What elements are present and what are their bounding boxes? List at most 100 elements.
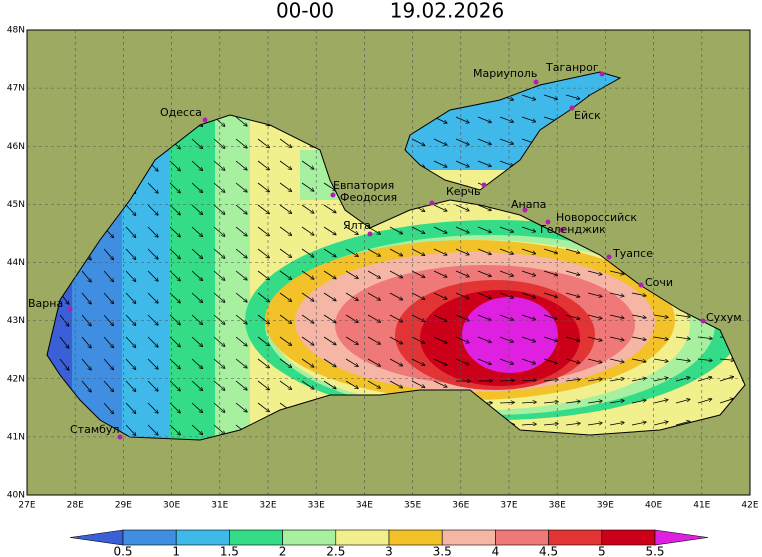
wave-arrow bbox=[81, 292, 91, 304]
city-label: Феодосия bbox=[340, 191, 397, 204]
city-label: Сочи bbox=[645, 276, 673, 289]
wave-arrow bbox=[609, 336, 624, 340]
wave-arrow bbox=[257, 314, 269, 324]
wave-arrow bbox=[455, 358, 469, 365]
wave-arrow bbox=[477, 292, 491, 298]
city-label: Стамбул bbox=[70, 423, 119, 436]
wave-arrow bbox=[235, 182, 247, 192]
wave-arrow bbox=[697, 377, 711, 382]
wave-arrow bbox=[125, 204, 136, 215]
wave-arrow bbox=[433, 314, 447, 321]
city-label: Мариуполь bbox=[473, 67, 537, 80]
wave-arrow bbox=[521, 292, 535, 298]
wave-arrow bbox=[389, 380, 402, 388]
wave-arrow bbox=[609, 314, 624, 318]
wave-arrow bbox=[345, 270, 358, 278]
wave-arrow bbox=[191, 380, 202, 390]
wave-arrow bbox=[213, 380, 225, 390]
city-label: Геленджик bbox=[540, 223, 606, 236]
wave-arrow bbox=[367, 270, 380, 278]
city-dot bbox=[67, 306, 73, 312]
wave-arrow bbox=[719, 359, 734, 360]
wave-arrow bbox=[477, 248, 491, 254]
wave-arrow bbox=[147, 270, 158, 281]
wave-arrow bbox=[279, 314, 291, 323]
wave-arrow bbox=[411, 358, 425, 365]
wave-arrow bbox=[213, 182, 225, 192]
wave-arrow bbox=[257, 292, 269, 302]
lat-label: 48N bbox=[7, 26, 25, 36]
wave-arrow bbox=[147, 402, 158, 413]
wave-arrow bbox=[323, 336, 336, 345]
wave-arrow bbox=[345, 336, 358, 344]
wave-arrow bbox=[147, 380, 158, 391]
wave-arrow bbox=[257, 204, 269, 214]
wave-arrow bbox=[257, 248, 269, 258]
wave-arrow bbox=[499, 248, 513, 254]
wave-arrow bbox=[125, 424, 136, 435]
wave-arrow bbox=[345, 248, 358, 256]
wave-arrow bbox=[213, 402, 225, 412]
wave-arrow bbox=[433, 270, 447, 277]
wave-arrow bbox=[169, 380, 180, 391]
wave-arrow bbox=[323, 292, 336, 301]
wave-arrow bbox=[499, 402, 514, 403]
wave-arrow bbox=[345, 226, 358, 234]
wave-arrow bbox=[653, 400, 668, 404]
wave-arrow bbox=[235, 314, 247, 324]
city-label: Анапа bbox=[511, 198, 546, 211]
lon-label: 35E bbox=[404, 501, 421, 511]
wave-arrow bbox=[301, 248, 314, 257]
legend-label: 4 bbox=[492, 545, 500, 557]
wave-arrow bbox=[147, 248, 158, 259]
wave-arrow bbox=[213, 204, 225, 214]
wave-arrow bbox=[279, 138, 291, 147]
wave-arrow bbox=[521, 358, 535, 364]
wave-arrow bbox=[103, 402, 113, 413]
lat-label: 41N bbox=[7, 432, 25, 442]
legend-label: 1 bbox=[172, 545, 180, 557]
wave-arrow bbox=[499, 226, 513, 232]
city-label: Евпатория bbox=[333, 179, 394, 192]
legend-swatch bbox=[548, 529, 603, 546]
wave-arrow bbox=[323, 226, 336, 235]
wave-arrow bbox=[587, 336, 602, 340]
city-label: Ялта bbox=[343, 219, 371, 232]
wave-arrow bbox=[411, 138, 425, 145]
city-dot bbox=[481, 182, 487, 188]
wave-arrow bbox=[103, 336, 113, 347]
wave-arrow bbox=[279, 292, 291, 301]
lat-label: 46N bbox=[7, 142, 25, 152]
wave-arrow bbox=[191, 248, 202, 258]
wave-arrow bbox=[587, 423, 602, 426]
wave-arrow bbox=[609, 358, 624, 362]
wave-arrow bbox=[367, 336, 380, 344]
wave-arrow bbox=[257, 336, 269, 346]
wave-arrow bbox=[279, 160, 291, 169]
legend-label: 5.5 bbox=[645, 545, 664, 557]
city-dot bbox=[533, 79, 539, 85]
city-dot bbox=[117, 434, 123, 440]
wave-arrow bbox=[323, 270, 336, 279]
wave-arrow bbox=[653, 378, 668, 382]
wave-arrow bbox=[81, 314, 91, 326]
wave-arrow bbox=[169, 314, 180, 325]
lon-label: 36E bbox=[452, 501, 469, 511]
wave-arrow bbox=[433, 336, 447, 343]
wave-arrow bbox=[565, 248, 579, 253]
wave-arrow bbox=[279, 336, 291, 345]
wave-arrow bbox=[543, 94, 557, 99]
wave-arrow bbox=[521, 226, 535, 232]
wave-arrow bbox=[323, 204, 336, 213]
wave-arrow bbox=[521, 94, 535, 100]
city-dot bbox=[330, 192, 336, 198]
lon-label: 42E bbox=[741, 501, 758, 511]
wave-arrow bbox=[697, 399, 711, 404]
wave-arrow bbox=[125, 248, 136, 259]
wave-arrow bbox=[147, 358, 158, 369]
wave-arrow bbox=[455, 270, 469, 277]
wave-arrow bbox=[411, 314, 425, 321]
wave-arrow bbox=[301, 358, 314, 367]
wave-arrow bbox=[235, 226, 247, 236]
wave-arrow bbox=[301, 160, 314, 169]
